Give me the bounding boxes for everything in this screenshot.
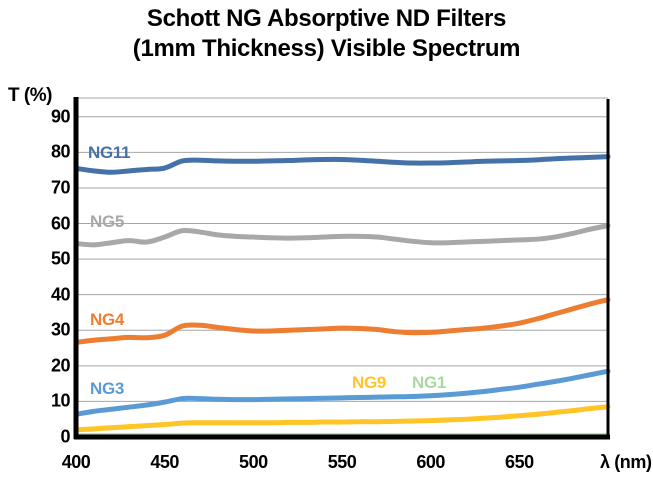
series-label-ng9: NG9 xyxy=(352,373,387,392)
chart-title: Schott NG Absorptive ND Filters (1mm Thi… xyxy=(0,4,653,64)
series-label-ng11: NG11 xyxy=(88,143,131,162)
series-label-ng5: NG5 xyxy=(90,212,125,231)
series-label-ng4: NG4 xyxy=(90,310,125,329)
series-line-ng4 xyxy=(73,297,611,345)
y-axis-tick-labels: 90 80 70 60 50 40 30 20 10 0 xyxy=(0,0,71,499)
y-tick-label: 40 xyxy=(50,284,71,305)
series-label-ng3: NG3 xyxy=(90,379,125,398)
y-axis-title: T (%) xyxy=(8,85,52,106)
x-tick-label: 500 xyxy=(239,452,268,472)
x-tick-label: 550 xyxy=(327,452,357,472)
y-tick-label: 20 xyxy=(50,355,71,376)
series-label-ng1: NG1 xyxy=(412,373,447,392)
x-axis-title: λ (nm) xyxy=(600,452,652,472)
chart-title-line-1: Schott NG Absorptive ND Filters xyxy=(146,5,507,32)
chart-title-line-2: (1mm Thickness) Visible Spectrum xyxy=(132,35,521,62)
y-tick-label: 90 xyxy=(50,106,71,127)
x-tick-label: 600 xyxy=(416,452,445,472)
y-tick-label: 80 xyxy=(50,141,71,162)
x-tick-label: 400 xyxy=(61,452,91,472)
y-tick-label: 70 xyxy=(50,177,71,198)
series-line-ng9 xyxy=(73,404,611,433)
series-line-ng11 xyxy=(73,154,611,175)
plot-background xyxy=(76,99,608,437)
y-tick-label: 10 xyxy=(50,390,71,411)
series-line-ng5 xyxy=(73,223,611,248)
x-tick-label: 450 xyxy=(150,452,179,472)
y-tick-label: 50 xyxy=(50,248,71,269)
series-line-ng3 xyxy=(73,368,611,417)
y-tick-label: 60 xyxy=(50,213,71,234)
x-tick-label: 650 xyxy=(505,452,534,472)
y-tick-label: 30 xyxy=(50,319,71,340)
y-tick-label: 0 xyxy=(60,426,70,447)
